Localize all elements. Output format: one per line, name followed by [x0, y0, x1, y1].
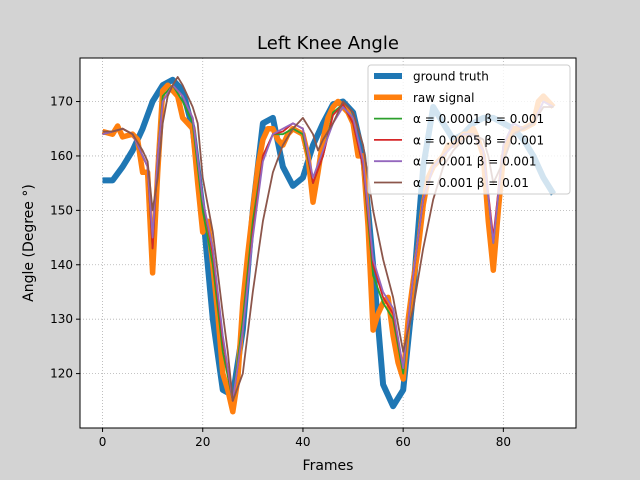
y-tick-label: 160 — [50, 149, 73, 163]
y-tick-label: 130 — [50, 312, 73, 326]
y-axis-ticks: 120 130 140 150 160 170 — [50, 95, 80, 381]
x-tick-label: 20 — [195, 435, 210, 449]
legend: ground truth raw signal α = 0.0001 β = 0.0… — [367, 64, 571, 195]
x-tick-label: 60 — [396, 435, 411, 449]
legend-label: α = 0.0005 β = 0.001 — [413, 133, 544, 147]
y-tick-label: 170 — [50, 95, 73, 109]
legend-box — [367, 64, 571, 195]
legend-label: raw signal — [413, 91, 474, 105]
chart-title: Left Knee Angle — [257, 33, 399, 54]
x-axis-label: Frames — [303, 458, 354, 474]
legend-label: α = 0.001 β = 0.01 — [413, 176, 529, 190]
legend-label: α = 0.0001 β = 0.001 — [413, 112, 544, 126]
y-tick-label: 150 — [50, 203, 73, 217]
plot-frame — [79, 57, 577, 429]
x-tick-label: 0 — [99, 435, 107, 449]
x-axis-ticks: 0 20 40 60 80 — [99, 428, 511, 449]
y-axis-label: Angle (Degree °) — [21, 184, 37, 302]
legend-label: α = 0.001 β = 0.001 — [413, 155, 536, 169]
y-tick-label: 120 — [50, 367, 73, 381]
x-tick-label: 80 — [496, 435, 511, 449]
x-tick-label: 40 — [295, 435, 310, 449]
y-tick-label: 140 — [50, 258, 73, 272]
legend-label: ground truth — [413, 70, 489, 84]
